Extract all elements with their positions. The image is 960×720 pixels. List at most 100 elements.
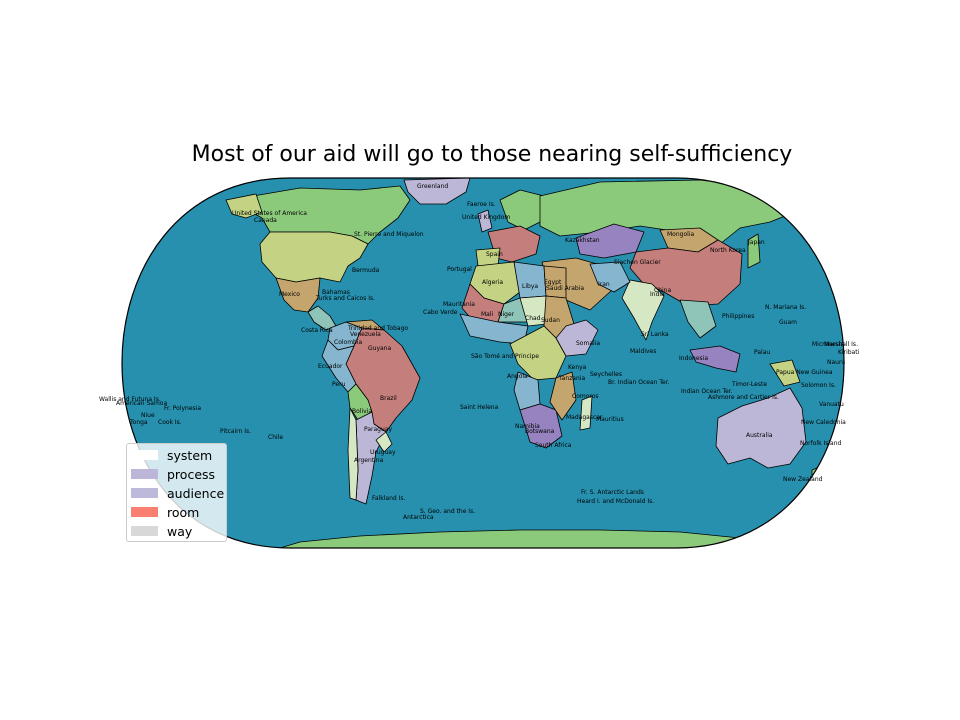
label-portugal: Portugal: [447, 266, 472, 273]
country-mozambique: [549, 371, 577, 421]
label-comoros: Comoros: [572, 393, 599, 400]
legend-swatch: [131, 469, 158, 479]
label-nauru: Nauru: [827, 359, 845, 366]
country-madagascar: [579, 395, 593, 431]
label-wallis: Wallis and Futuna Is.: [99, 396, 161, 403]
label-ashmore: Ashmore and Cartier Is.: [708, 394, 779, 401]
label-bermuda: Bermuda: [352, 267, 380, 274]
country-central-africa: [509, 325, 567, 381]
label-faeroe: Faeroe Is.: [467, 201, 496, 208]
label-sthelena: Saint Helena: [460, 404, 499, 411]
label-canada: Canada: [254, 217, 277, 224]
label-paraguay: Paraguay: [364, 426, 392, 433]
country-uk: [477, 209, 493, 233]
label-frpolynesia: Fr. Polynesia: [164, 405, 201, 412]
label-greenland: Greenland: [417, 183, 448, 190]
label-brindian: Br. Indian Ocean Ter.: [608, 379, 670, 386]
label-peru: Peru: [332, 381, 346, 388]
country-usa: [259, 231, 369, 283]
country-australia: [715, 387, 807, 469]
label-vanuatu: Vanuatu: [819, 401, 844, 408]
label-marshall: Marshall Is.: [824, 341, 858, 348]
legend-label: system: [167, 447, 213, 463]
label-kazakhstan: Kazakhstan: [565, 237, 600, 244]
country-papua: [769, 359, 801, 387]
country-chile: [347, 407, 359, 501]
label-ecuador: Ecuador: [318, 363, 343, 370]
label-caboverde: Cabo Verde: [423, 309, 458, 316]
country-labels: Greenland United States of America Canad…: [99, 183, 860, 521]
label-tanzania: Tanzania: [558, 375, 585, 382]
country-indonesia: [689, 345, 741, 373]
label-newzealand: New Zealand: [783, 476, 823, 483]
legend-swatch: [131, 488, 158, 498]
label-micronesia: Micronesia: [812, 341, 844, 348]
label-indonesia: Indonesia: [679, 355, 708, 362]
label-timor: Timor-Leste: [731, 381, 767, 388]
country-east-africa: [555, 319, 599, 357]
label-egypt: Egypt: [544, 279, 562, 286]
label-india: India: [650, 291, 665, 298]
label-falkland: Falkland Is.: [372, 495, 405, 502]
legend: system process audience room way: [126, 443, 227, 542]
label-heard: Heard I. and McDonald Is.: [577, 498, 654, 505]
legend-swatch: [131, 507, 158, 517]
label-philippines: Philippines: [722, 313, 754, 320]
country-greenland: [403, 178, 471, 205]
label-norfolk: Norfolk Island: [800, 440, 842, 447]
country-iran: [589, 261, 631, 293]
country-mexico: [275, 277, 321, 313]
globe-outline: [121, 177, 845, 549]
label-srilanka: Sri Lanka: [641, 331, 669, 338]
legend-label: audience: [167, 485, 225, 501]
label-mali: Mali: [481, 311, 494, 318]
country-libya: [513, 261, 547, 299]
legend-label: way: [167, 523, 193, 539]
label-northkorea: North Korea: [710, 247, 746, 254]
country-china: [629, 239, 743, 307]
label-angola: Angola: [507, 373, 528, 380]
label-sgeorgia: S. Geo. and the Is.: [420, 508, 475, 515]
label-solomon: Solomon Is.: [801, 382, 836, 389]
label-tonga: Tonga: [129, 419, 148, 426]
label-guam: Guam: [779, 319, 797, 326]
label-somalia: Somalia: [576, 340, 600, 347]
label-usa: United States of America: [232, 210, 307, 217]
label-bolivia: Bolivia: [352, 408, 372, 415]
label-southafrica: South Africa: [535, 442, 572, 449]
label-libya: Libya: [522, 283, 538, 290]
label-pitcairn: Pitcairn Is.: [220, 428, 251, 435]
label-indianocean: Indian Ocean Ter.: [681, 388, 733, 395]
country-uruguay: [375, 431, 393, 453]
label-chad: Chad: [525, 315, 541, 322]
country-japan: [747, 233, 761, 269]
legend-swatch: [131, 526, 158, 536]
legend-item: room: [131, 504, 199, 520]
label-china: China: [654, 287, 671, 294]
label-mauritius: Mauritius: [596, 416, 624, 423]
label-antarctica: Antarctica: [403, 514, 434, 521]
legend-item: system: [131, 447, 212, 463]
label-argentina: Argentina: [354, 457, 384, 464]
label-japan: Japan: [747, 239, 765, 246]
label-papua: Papua New Guinea: [776, 369, 833, 376]
legend-item: process: [131, 466, 215, 482]
label-chile: Chile: [268, 434, 283, 441]
label-turks: Turks and Caicos Is.: [315, 295, 375, 302]
label-siachen: Siachen Glacier: [614, 259, 661, 266]
label-iran: Iran: [598, 281, 610, 288]
country-se-asia: [679, 299, 717, 339]
legend-label: room: [167, 504, 200, 520]
label-kiribati: Kiribati: [838, 349, 860, 356]
label-guyana: Guyana: [368, 345, 391, 352]
label-mauritania: Mauritania: [443, 301, 475, 308]
label-niue: Niue: [141, 412, 155, 419]
label-palau: Palau: [754, 349, 770, 356]
label-botswana: Botswana: [525, 428, 555, 435]
legend-label: process: [167, 466, 216, 482]
map-title: Most of our aid will go to those nearing…: [191, 142, 793, 167]
label-niger: Niger: [498, 311, 515, 318]
label-saudi: Saudi Arabia: [546, 285, 584, 292]
label-seychelles: Seychelles: [590, 371, 622, 378]
